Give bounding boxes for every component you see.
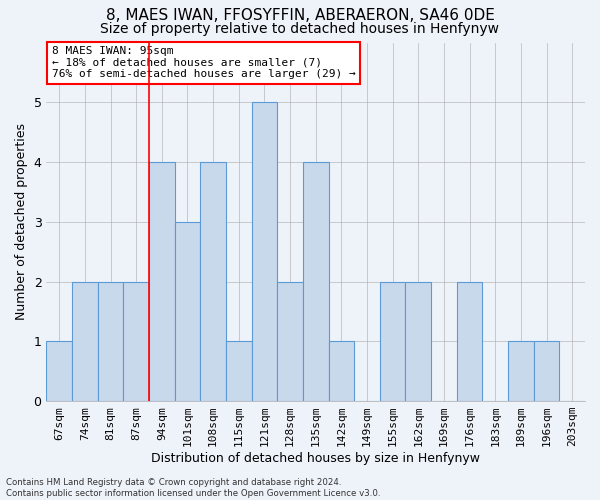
Bar: [380, 282, 406, 401]
Bar: [72, 282, 98, 401]
Bar: [277, 282, 303, 401]
Bar: [200, 162, 226, 401]
Bar: [508, 342, 534, 401]
Text: 8, MAES IWAN, FFOSYFFIN, ABERAERON, SA46 0DE: 8, MAES IWAN, FFOSYFFIN, ABERAERON, SA46…: [106, 8, 494, 22]
Text: Contains HM Land Registry data © Crown copyright and database right 2024.
Contai: Contains HM Land Registry data © Crown c…: [6, 478, 380, 498]
Bar: [98, 282, 124, 401]
Bar: [251, 102, 277, 401]
Text: Size of property relative to detached houses in Henfynyw: Size of property relative to detached ho…: [101, 22, 499, 36]
Bar: [124, 282, 149, 401]
Bar: [457, 282, 482, 401]
Bar: [406, 282, 431, 401]
Bar: [534, 342, 559, 401]
Bar: [149, 162, 175, 401]
Bar: [46, 342, 72, 401]
Bar: [175, 222, 200, 401]
Bar: [329, 342, 354, 401]
Y-axis label: Number of detached properties: Number of detached properties: [15, 124, 28, 320]
Text: 8 MAES IWAN: 95sqm
← 18% of detached houses are smaller (7)
76% of semi-detached: 8 MAES IWAN: 95sqm ← 18% of detached hou…: [52, 46, 356, 80]
X-axis label: Distribution of detached houses by size in Henfynyw: Distribution of detached houses by size …: [151, 452, 480, 465]
Bar: [226, 342, 251, 401]
Bar: [303, 162, 329, 401]
